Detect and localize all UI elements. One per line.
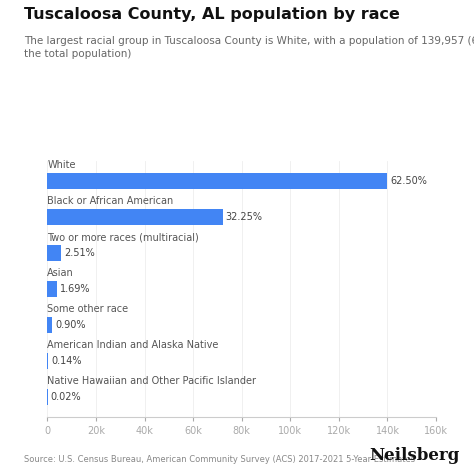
Bar [47,317,52,333]
Text: Neilsberg: Neilsberg [369,447,460,464]
Text: Source: U.S. Census Bureau, American Community Survey (ACS) 2017-2021 5-Year Est: Source: U.S. Census Bureau, American Com… [24,455,415,464]
Bar [47,173,387,189]
Text: 0.14%: 0.14% [51,356,82,366]
Text: Two or more races (multiracial): Two or more races (multiracial) [47,232,199,242]
Text: 0.02%: 0.02% [50,392,81,402]
Text: Black or African American: Black or African American [47,196,173,206]
Text: 32.25%: 32.25% [226,212,263,222]
Text: 1.69%: 1.69% [60,284,90,294]
Text: American Indian and Alaska Native: American Indian and Alaska Native [47,340,219,350]
Bar [47,245,61,261]
Text: The largest racial group in Tuscaloosa County is White, with a population of 139: The largest racial group in Tuscaloosa C… [24,36,474,59]
Text: Native Hawaiian and Other Pacific Islander: Native Hawaiian and Other Pacific Island… [47,376,256,386]
Bar [47,281,56,297]
Text: Some other race: Some other race [47,304,128,314]
Text: Tuscaloosa County, AL population by race: Tuscaloosa County, AL population by race [24,7,400,22]
Bar [47,209,223,225]
Text: 0.90%: 0.90% [55,320,86,330]
Text: Asian: Asian [47,268,74,278]
Bar [47,353,48,369]
Text: White: White [47,160,76,170]
Text: 62.50%: 62.50% [390,176,427,186]
Text: 2.51%: 2.51% [64,248,95,258]
